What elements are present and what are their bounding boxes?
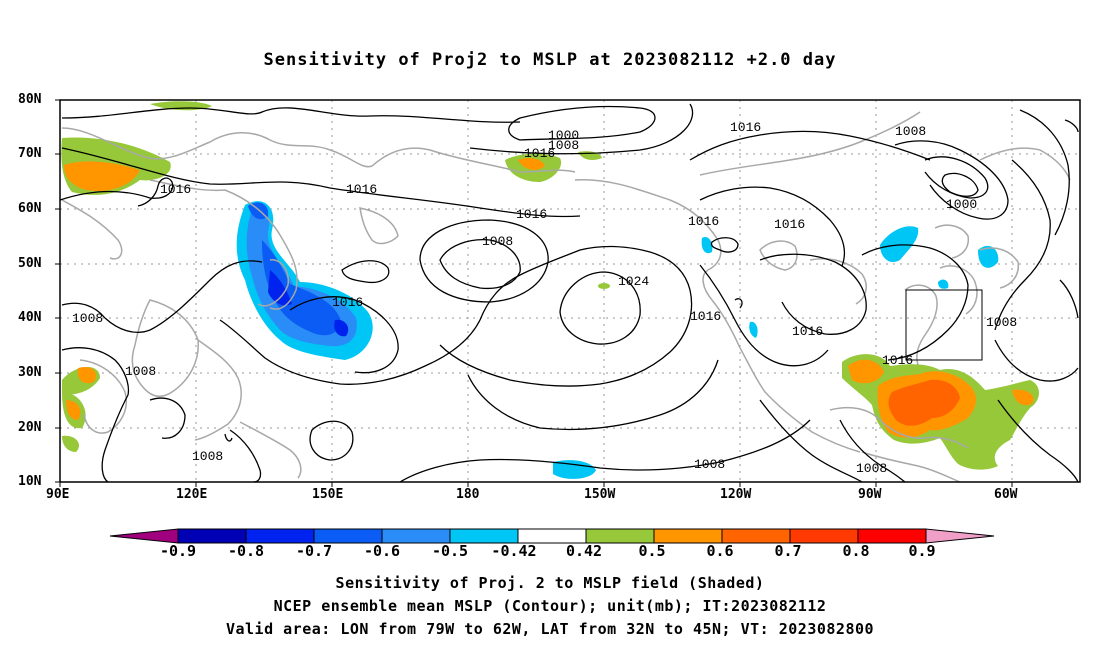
lon-label: 90W <box>858 487 882 502</box>
colorbar <box>109 528 995 544</box>
contour-label: 1016 <box>524 146 555 161</box>
lat-label: 50N <box>18 256 42 271</box>
colorbar-segment <box>245 528 315 544</box>
colorbar-segment <box>449 528 519 544</box>
colorbar-segment <box>585 528 655 544</box>
contour-label: 1016 <box>160 182 191 197</box>
colorbar-label: 0.7 <box>774 542 802 560</box>
colorbar-label: 0.42 <box>565 542 603 560</box>
lon-label: 120W <box>720 487 752 502</box>
colorbar-label: 0.9 <box>908 542 936 560</box>
colorbar-segment <box>653 528 723 544</box>
sensitivity-shading <box>61 101 1039 479</box>
colorbar-label: 0.6 <box>706 542 734 560</box>
lat-label: 70N <box>18 146 42 161</box>
lon-label: 60W <box>994 487 1018 502</box>
contour-label: 1016 <box>346 182 377 197</box>
lat-label: 60N <box>18 201 42 216</box>
caption-line-2: NCEP ensemble mean MSLP (Contour); unit(… <box>273 597 827 615</box>
colorbar-segment <box>517 528 587 544</box>
lat-label: 40N <box>18 310 42 325</box>
grid-lines <box>60 100 1080 482</box>
colorbar-segment <box>789 528 859 544</box>
colorbar-segment <box>381 528 451 544</box>
contour-label: 1024 <box>618 274 649 289</box>
contour-label: 1008 <box>986 315 1017 330</box>
colorbar-label: 0.8 <box>842 542 870 560</box>
contour-label: 1008 <box>192 449 223 464</box>
lat-label: 80N <box>18 92 42 107</box>
contour-label: 1008 <box>694 457 725 472</box>
colorbar-segment <box>857 528 927 544</box>
caption-line-3: Valid area: LON from 79W to 62W, LAT fro… <box>225 620 875 638</box>
colorbar-segment <box>109 528 179 544</box>
lon-label: 150E <box>312 487 344 502</box>
caption-line-1: Sensitivity of Proj. 2 to MSLP field (Sh… <box>335 574 765 592</box>
colorbar-segment <box>925 528 995 544</box>
lat-label: 20N <box>18 420 42 435</box>
contour-label: 1008 <box>856 461 887 476</box>
contour-label: 1008 <box>72 311 103 326</box>
lon-label: 120E <box>176 487 208 502</box>
colorbar-label: -0.7 <box>295 542 333 560</box>
contour-label: 1008 <box>482 234 513 249</box>
colorbar-segment <box>177 528 247 544</box>
lon-label: 90E <box>46 487 70 502</box>
contour-label: 1016 <box>690 309 721 324</box>
coastlines <box>61 111 1071 483</box>
valid-area-box <box>905 289 983 361</box>
contour-label: 1016 <box>882 353 913 368</box>
colorbar-label: -0.9 <box>159 542 197 560</box>
contour-label: 1000 <box>548 128 579 143</box>
axis-ticks <box>55 99 1013 487</box>
mslp-contours <box>59 103 1079 483</box>
colorbar-label: 0.5 <box>638 542 666 560</box>
contour-label: 1008 <box>548 138 579 153</box>
contour-label: 1016 <box>516 207 547 222</box>
lat-label: 10N <box>18 474 42 489</box>
lon-label: 150W <box>584 487 616 502</box>
colorbar-label: -0.5 <box>431 542 469 560</box>
contour-label: 1008 <box>125 364 156 379</box>
contour-label: 1016 <box>792 324 823 339</box>
lon-label: 180 <box>456 487 480 502</box>
contour-label: 1008 <box>895 124 926 139</box>
plot-frame <box>59 99 1081 483</box>
contour-label: 1016 <box>688 214 719 229</box>
colorbar-label: -0.42 <box>491 542 537 560</box>
colorbar-label: -0.6 <box>363 542 401 560</box>
colorbar-segment <box>721 528 791 544</box>
contour-label: 1016 <box>730 120 761 135</box>
map-title: Sensitivity of Proj2 to MSLP at 20230821… <box>263 50 837 70</box>
contour-label: 1016 <box>332 295 363 310</box>
contour-labels: 1000 1008 1016 1016 1016 1016 1008 1024 … <box>72 120 1017 476</box>
contour-label: 1000 <box>946 197 977 212</box>
lat-label: 30N <box>18 365 42 380</box>
colorbar-label: -0.8 <box>227 542 265 560</box>
contour-label: 1016 <box>774 217 805 232</box>
colorbar-segment <box>313 528 383 544</box>
